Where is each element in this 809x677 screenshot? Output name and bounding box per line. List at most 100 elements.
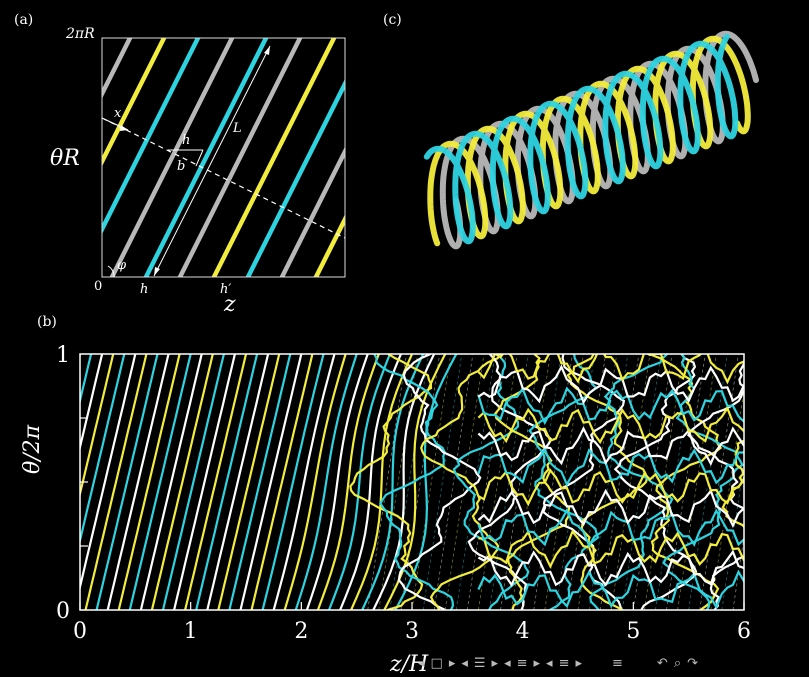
nav-prev-frame-icon[interactable]: ◂ [418,655,425,671]
chart-series-line [272,354,336,610]
chart-series-line [239,354,303,610]
chart-series-line [217,354,281,610]
x-tick-label: 3 [405,619,419,644]
chart-series-line [139,354,203,610]
chart-dashed-line [755,354,794,610]
chart-series-line [477,446,744,487]
chart-dashed-line [766,354,805,610]
nav-redo-icon[interactable]: ↷ [687,655,699,671]
nav-menu-icon[interactable]: ≡ [612,655,623,671]
panel-a-phi-annotation: φ [117,258,127,273]
chart-series-line [283,354,347,610]
chart-dashed-line [367,354,407,610]
chart-series-line [117,354,181,610]
chart-series-line [477,569,744,610]
chart-dashed-line [489,354,529,610]
panel-a-y-label: θR [50,146,80,171]
panel-a-x-arrowhead [120,125,128,131]
panel-a-L-arrowhead-top [264,46,270,55]
nav-next-page-icon[interactable]: ▸ [575,655,583,671]
nav-frame-icon[interactable]: □ [430,655,443,671]
chart-series-line [80,354,137,592]
panel-a-L-arrowhead-bottom [154,267,160,276]
chart-series-line [721,439,744,529]
helix-strand [423,33,739,245]
panel-a-h-bottom: h [140,282,149,297]
chart-dashed-line [455,354,496,610]
chart-dashed-line [511,354,551,610]
chart-series-line [195,354,259,610]
chart-plot-area [80,354,809,610]
chart-series-line [327,354,391,610]
chart-series-line [206,354,270,610]
panel-b-x-label: z/H [390,652,429,677]
chart-series-line [84,354,148,610]
chart-series-line [250,354,314,610]
nav-prev-page-icon[interactable]: ◂ [546,655,553,671]
chart-dashed-line [743,607,744,610]
x-tick-label: 4 [516,619,530,644]
chart-series-line [394,354,458,610]
chart-dashed-line [610,354,651,610]
nav-prev-section-icon[interactable]: ◂ [461,655,468,671]
chart-dashed-line [621,354,662,610]
chart-series-line [452,354,530,610]
nav-page-icon[interactable]: ≡ [558,655,570,671]
chart-series-line [373,354,455,610]
panel-a-stripe [177,38,303,277]
nav-next-subsection-icon[interactable]: ▸ [533,655,541,671]
x-tick-label: 0 [73,619,87,644]
chart-series-line [687,358,744,610]
chart-series-line [397,354,482,610]
chart-dashed-line [788,354,809,610]
chart-dashed-line [644,354,684,610]
panel-a-x-annotation: x [114,106,122,121]
nav-next-frame-icon[interactable]: ▸ [448,655,456,671]
panel-a-h-annotation: h [182,133,191,148]
chart-series-line [477,488,744,529]
panel-a-stripe [279,146,345,277]
chart-series-line [80,354,104,452]
chart-dashed-line [721,461,744,610]
panel-a-x-label: z [224,292,236,317]
nav-next-section-icon[interactable]: ▸ [491,655,499,671]
nav-search-icon[interactable]: ⌕ [673,655,682,671]
panel-a-b-annotation: b [177,159,186,174]
chart-dashed-line [411,354,452,610]
chart-series-line [305,354,369,610]
panel-a-y-zero-tick: 0 [94,279,103,294]
panel-a-frame [101,37,346,278]
chart-dashed-line [699,354,739,610]
x-tick-label: 5 [626,619,640,644]
chart-dashed-line [655,354,695,610]
panel-b-label: (b) [37,314,57,330]
chart-series-line [372,354,436,610]
nav-prev-subsection-icon[interactable]: ◂ [504,655,511,671]
chart-series-line [261,354,325,610]
chart-dashed-line [632,354,673,610]
chart-series-line [228,354,292,610]
panel-a-stripe [109,38,235,277]
y-tick-label: 1 [56,343,70,368]
nav-section-icon[interactable]: ☰ [473,655,486,671]
chart-series-line [350,354,414,610]
chart-dashed-line [533,354,573,610]
panel-a-stripe [245,78,345,277]
chart-series-line [106,354,170,610]
nav-undo-icon[interactable]: ↶ [656,655,668,671]
panel-a-b-segment [195,149,204,167]
chart-series-line [478,529,744,569]
chart-series-line [477,426,744,466]
chart-dashed-line [378,354,418,610]
panel-c-label: (c) [383,12,402,28]
chart-series-line [477,507,744,548]
nav-subsection-icon[interactable]: ≡ [516,655,528,671]
chart-series-line [477,364,744,405]
chart-dashed-line [777,354,809,610]
panel-a-stripe [102,38,133,99]
panel-a-stripes [102,38,345,277]
chart-series-line [316,354,380,610]
